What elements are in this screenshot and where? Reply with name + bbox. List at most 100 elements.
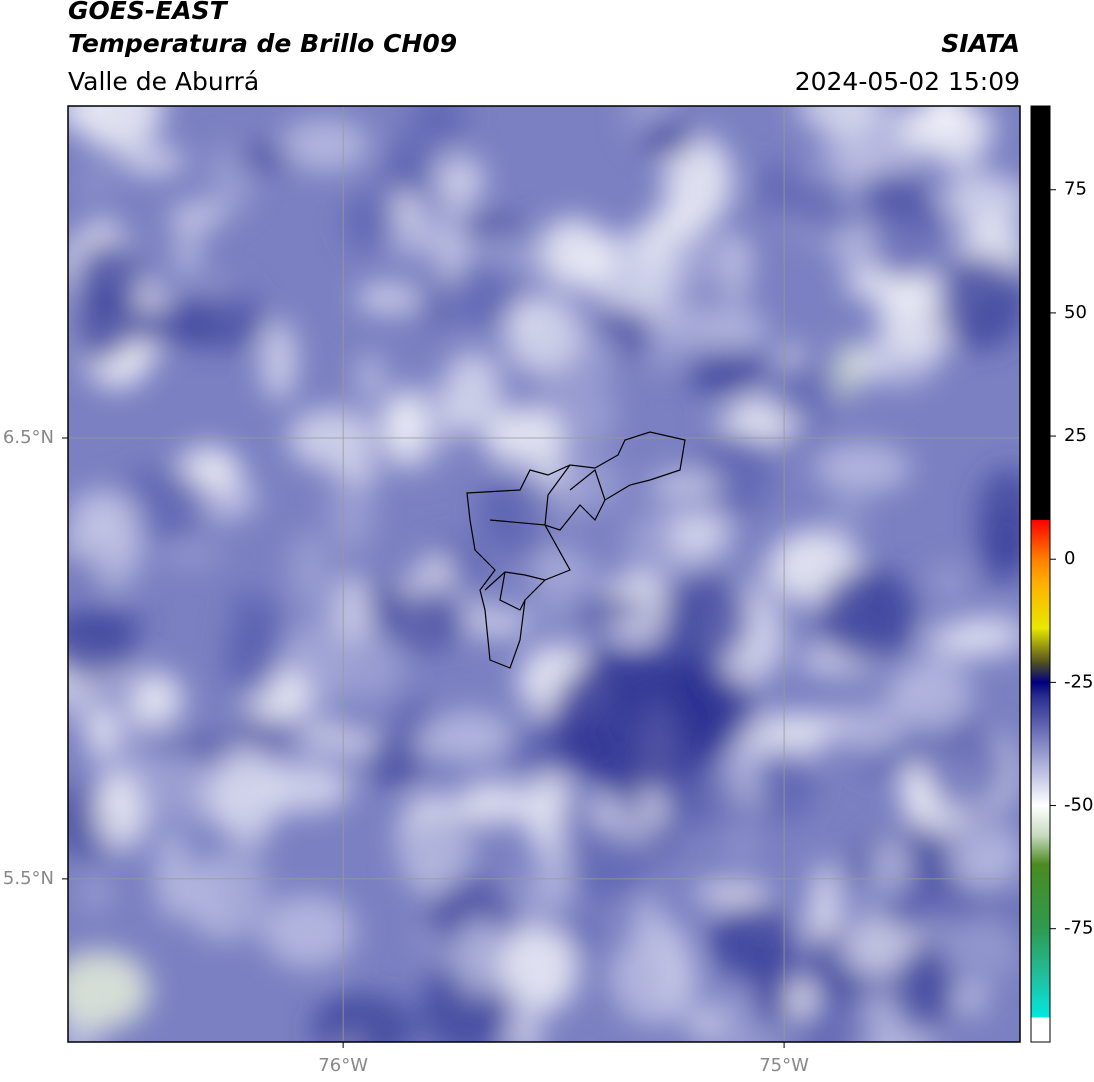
cloud-texture bbox=[341, 461, 382, 482]
cloud-texture bbox=[891, 658, 972, 733]
cloud-texture bbox=[924, 724, 1008, 811]
cloud-texture bbox=[693, 882, 771, 904]
cloud-texture bbox=[797, 106, 880, 133]
cloud-texture bbox=[771, 357, 828, 451]
cloud-texture bbox=[956, 986, 986, 1013]
cloud-texture bbox=[261, 320, 297, 402]
cloud-texture bbox=[289, 531, 330, 611]
cloud-texture bbox=[892, 947, 954, 1035]
cloud-texture bbox=[377, 219, 470, 257]
cloud-texture bbox=[481, 406, 564, 466]
cloud-texture bbox=[941, 174, 1020, 226]
cloud-texture bbox=[663, 134, 733, 229]
cloud-texture bbox=[455, 608, 533, 637]
cloud-texture bbox=[221, 286, 257, 335]
cloud-texture bbox=[902, 758, 927, 821]
cloud-texture bbox=[416, 277, 449, 332]
cloud-texture bbox=[390, 698, 434, 739]
valle-de-aburra-outline bbox=[466, 431, 686, 669]
cloud-texture bbox=[80, 171, 113, 194]
cloud-texture bbox=[811, 862, 840, 902]
cloud-texture bbox=[608, 934, 700, 1025]
cloud-texture bbox=[86, 699, 116, 757]
cloud-texture bbox=[225, 608, 281, 702]
cloud-texture bbox=[385, 392, 426, 465]
region: Valle de Aburrá bbox=[68, 67, 259, 96]
cloud-texture bbox=[668, 509, 733, 558]
cloud-texture bbox=[754, 713, 855, 737]
cloud-texture bbox=[291, 614, 349, 689]
cloud-texture bbox=[168, 203, 226, 228]
cloud-texture bbox=[699, 282, 725, 306]
x-tick-label: 75°W bbox=[759, 1055, 809, 1076]
cloud-texture bbox=[932, 563, 966, 601]
warm-patch bbox=[836, 342, 860, 398]
cloud-texture bbox=[355, 285, 431, 313]
cloud-texture bbox=[126, 671, 184, 728]
cold-region bbox=[550, 650, 730, 790]
cloud-texture bbox=[235, 145, 292, 171]
map-frame bbox=[67, 105, 1021, 1043]
cloud-texture bbox=[935, 253, 1020, 351]
cloud-texture bbox=[800, 997, 874, 1042]
subtitle: Temperatura de Brillo CH09 bbox=[68, 29, 457, 58]
cloud-texture bbox=[814, 442, 911, 493]
cloud-texture bbox=[556, 824, 650, 899]
cloud-texture bbox=[327, 459, 376, 555]
cloud-texture bbox=[380, 590, 469, 651]
colorbar-tick-label: 50 bbox=[1064, 302, 1087, 323]
cloud-texture bbox=[537, 217, 610, 289]
cloud-texture bbox=[638, 120, 697, 158]
cloud-texture bbox=[299, 728, 361, 749]
cloud-texture bbox=[72, 106, 164, 153]
cloud-texture bbox=[216, 744, 282, 844]
cloud-texture bbox=[154, 828, 191, 921]
datetime: 2024-05-02 15:09 bbox=[795, 67, 1020, 96]
cloud-texture bbox=[729, 831, 755, 861]
cloud-texture bbox=[343, 192, 400, 253]
cloud-texture bbox=[158, 543, 223, 565]
cloud-texture bbox=[410, 106, 467, 145]
cloud-texture bbox=[262, 893, 356, 969]
cloud-texture bbox=[178, 445, 239, 488]
cloud-texture bbox=[980, 521, 1020, 584]
cloud-texture bbox=[419, 556, 454, 582]
cloud-texture bbox=[750, 934, 794, 1032]
cloud-texture bbox=[78, 873, 112, 913]
cloud-texture bbox=[648, 472, 723, 497]
cloud-texture bbox=[503, 294, 584, 376]
cloud-texture bbox=[120, 145, 186, 176]
warm-patch bbox=[68, 950, 150, 1030]
cloud-texture bbox=[649, 234, 752, 326]
colorbar-tick-label: -50 bbox=[1064, 795, 1093, 816]
cloud-texture bbox=[872, 193, 937, 283]
cloud-texture bbox=[68, 611, 150, 633]
colorbar-tick-label: -25 bbox=[1064, 671, 1093, 692]
cloud-texture bbox=[334, 632, 405, 704]
cloud-texture bbox=[757, 162, 805, 215]
y-tick-label: 5.5°N bbox=[3, 868, 54, 889]
cloud-texture bbox=[318, 1005, 359, 1042]
cloud-texture bbox=[451, 918, 513, 997]
cloud-texture bbox=[228, 591, 261, 613]
cloud-texture bbox=[571, 595, 652, 624]
cloud-texture bbox=[945, 822, 1020, 889]
cloud-texture bbox=[713, 413, 806, 435]
cloud-texture bbox=[656, 572, 750, 666]
cloud-texture bbox=[938, 920, 1020, 982]
cloud-texture bbox=[287, 408, 377, 470]
cloud-texture bbox=[832, 704, 906, 751]
cloud-texture bbox=[534, 821, 574, 915]
x-tick-label: 76°W bbox=[318, 1055, 368, 1076]
cloud-texture bbox=[698, 420, 772, 518]
cloud-texture bbox=[218, 840, 269, 941]
cloud-texture bbox=[827, 500, 868, 526]
cloud-texture bbox=[71, 283, 136, 363]
cloud-texture bbox=[280, 117, 370, 172]
cloud-texture bbox=[355, 352, 386, 403]
cloud-texture bbox=[173, 221, 202, 280]
cloud-texture bbox=[901, 106, 995, 159]
organization: SIATA bbox=[941, 29, 1020, 58]
cloud-texture bbox=[817, 566, 918, 665]
